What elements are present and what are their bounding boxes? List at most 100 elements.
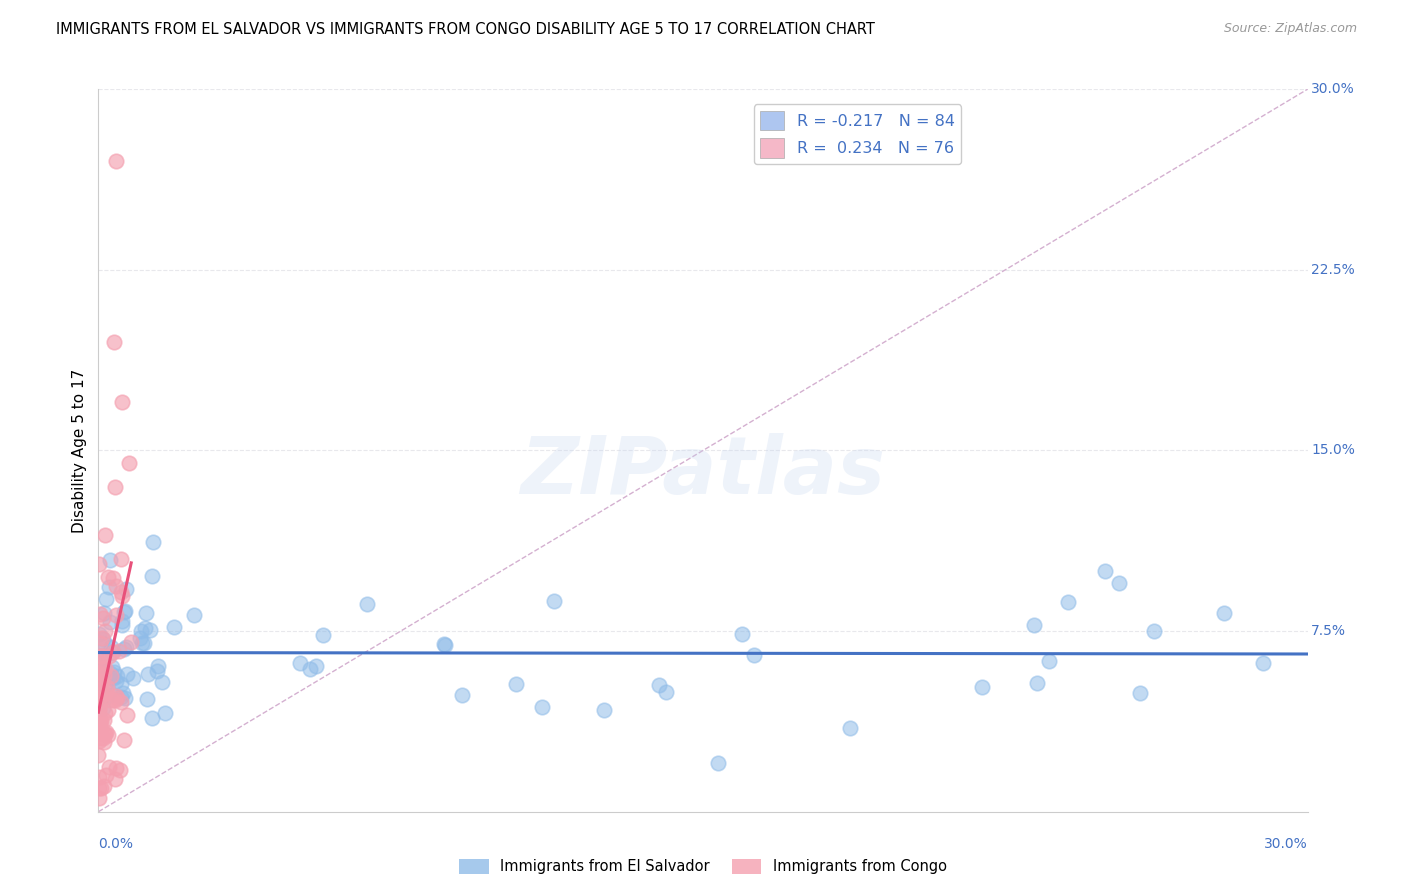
Point xyxy=(91,731,114,745)
Point xyxy=(104,761,127,775)
Point xyxy=(114,640,136,655)
Point xyxy=(104,607,127,622)
Point xyxy=(111,395,134,409)
Point xyxy=(142,535,165,549)
Point xyxy=(89,636,111,650)
Point xyxy=(1094,564,1116,578)
Point xyxy=(87,627,110,641)
Point xyxy=(731,626,754,640)
Point xyxy=(115,707,138,722)
Point xyxy=(104,689,127,703)
Point xyxy=(89,665,111,680)
Point xyxy=(136,667,159,681)
Point xyxy=(89,791,111,805)
Point xyxy=(93,726,115,740)
Point xyxy=(91,661,114,675)
Point xyxy=(110,696,132,710)
Point xyxy=(89,714,111,729)
Point xyxy=(94,624,117,639)
Point xyxy=(87,657,110,671)
Point xyxy=(98,581,121,595)
Point xyxy=(91,632,114,646)
Point xyxy=(93,661,115,675)
Point xyxy=(543,594,565,608)
Point xyxy=(112,641,135,656)
Point xyxy=(91,674,114,689)
Point xyxy=(87,714,110,728)
Point xyxy=(183,607,205,622)
Point xyxy=(104,480,127,494)
Point xyxy=(505,677,527,691)
Point xyxy=(111,686,134,700)
Point xyxy=(153,706,176,720)
Point xyxy=(103,571,125,585)
Point xyxy=(89,656,111,670)
Point xyxy=(91,632,114,647)
Point xyxy=(122,671,145,685)
Point xyxy=(89,714,111,729)
Point xyxy=(97,703,120,717)
Point xyxy=(1251,657,1274,671)
Point xyxy=(98,688,121,702)
Point xyxy=(838,721,860,735)
Point xyxy=(100,645,122,659)
Point xyxy=(1022,618,1045,632)
Y-axis label: Disability Age 5 to 17: Disability Age 5 to 17 xyxy=(72,368,87,533)
Point xyxy=(305,658,328,673)
Point xyxy=(87,661,110,675)
Point xyxy=(93,734,115,748)
Point xyxy=(1038,654,1060,668)
Legend: R = -0.217   N = 84, R =  0.234   N = 76: R = -0.217 N = 84, R = 0.234 N = 76 xyxy=(754,104,962,164)
Point xyxy=(707,756,730,771)
Point xyxy=(94,706,117,720)
Point xyxy=(90,648,112,663)
Point xyxy=(105,669,128,683)
Point xyxy=(648,678,671,692)
Point xyxy=(89,607,111,622)
Point xyxy=(110,614,132,628)
Point xyxy=(150,674,173,689)
Point xyxy=(94,527,117,541)
Point xyxy=(87,703,110,717)
Point xyxy=(101,671,124,685)
Point xyxy=(87,748,110,763)
Point xyxy=(433,638,456,652)
Point xyxy=(98,552,121,566)
Point xyxy=(110,690,132,705)
Point xyxy=(111,589,134,603)
Point xyxy=(89,725,111,739)
Point xyxy=(654,685,676,699)
Point xyxy=(87,780,110,795)
Point xyxy=(100,640,122,654)
Point xyxy=(131,636,153,650)
Point xyxy=(141,568,163,582)
Point xyxy=(90,731,112,745)
Point xyxy=(972,681,994,695)
Point xyxy=(94,724,117,739)
Point xyxy=(163,620,186,634)
Point xyxy=(104,673,127,688)
Point xyxy=(90,780,112,795)
Point xyxy=(90,681,112,696)
Point xyxy=(108,763,131,777)
Point xyxy=(1026,675,1049,690)
Point xyxy=(450,688,472,702)
Point xyxy=(89,557,111,571)
Point xyxy=(91,611,114,625)
Point xyxy=(89,662,111,676)
Text: 22.5%: 22.5% xyxy=(1312,263,1355,277)
Point xyxy=(98,665,121,680)
Text: ZIPatlas: ZIPatlas xyxy=(520,434,886,511)
Point xyxy=(96,684,118,698)
Point xyxy=(94,591,117,606)
Point xyxy=(94,727,117,741)
Point xyxy=(103,334,125,349)
Text: 30.0%: 30.0% xyxy=(1264,837,1308,851)
Point xyxy=(128,631,150,645)
Point xyxy=(90,693,112,707)
Point xyxy=(103,772,125,787)
Point xyxy=(117,455,139,469)
Text: IMMIGRANTS FROM EL SALVADOR VS IMMIGRANTS FROM CONGO DISABILITY AGE 5 TO 17 CORR: IMMIGRANTS FROM EL SALVADOR VS IMMIGRANT… xyxy=(56,22,875,37)
Point xyxy=(136,691,159,706)
Point xyxy=(103,665,125,680)
